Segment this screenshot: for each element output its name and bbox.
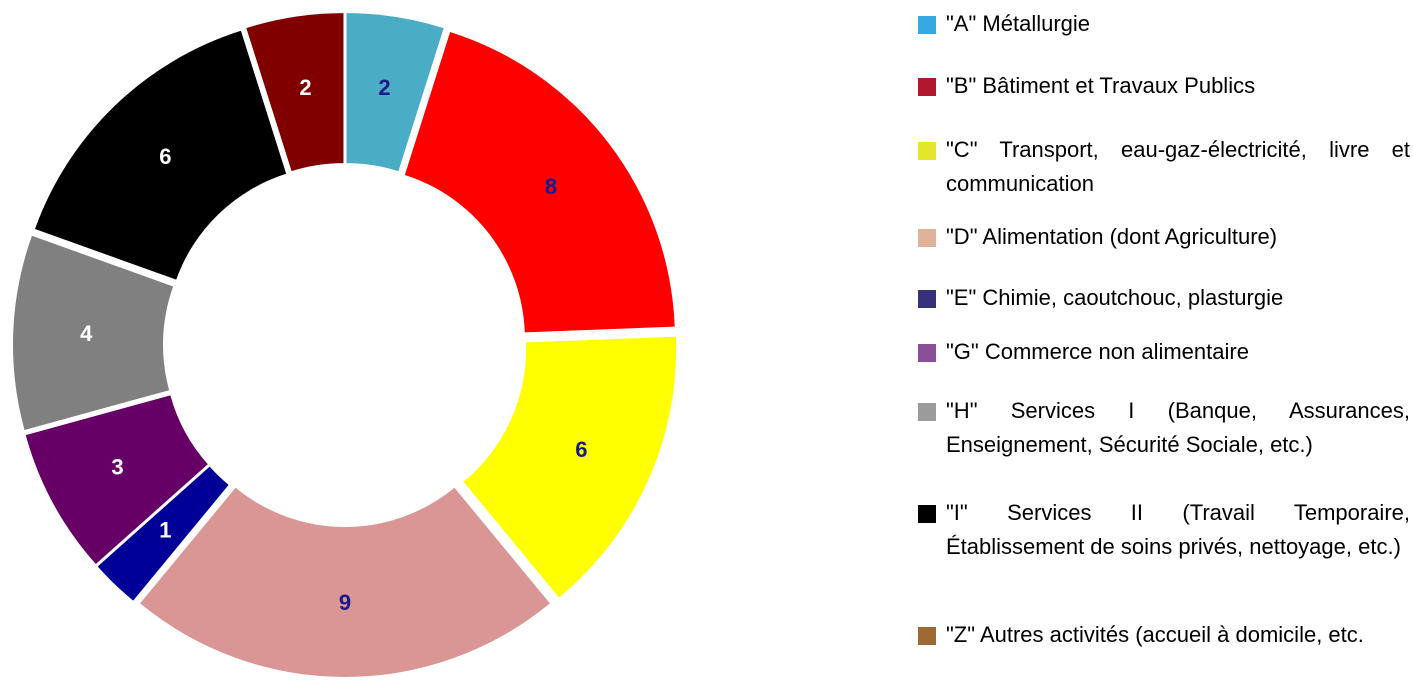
legend-swatch (918, 505, 936, 523)
value-label: 4 (80, 321, 93, 346)
legend-item: "Z" Autres activités (accueil à domicile… (918, 618, 1410, 652)
slice (35, 30, 287, 280)
legend-label: "B" Bâtiment et Travaux Publics (946, 73, 1256, 98)
value-label: 6 (159, 144, 171, 169)
slice (25, 395, 208, 565)
legend-item: "B" Bâtiment et Travaux Publics (918, 69, 1410, 103)
value-label: 6 (575, 437, 587, 462)
legend-swatch (918, 78, 936, 96)
legend-label: "G" Commerce non alimentaire (946, 339, 1249, 364)
value-label: 2 (299, 75, 311, 100)
legend-swatch (918, 290, 936, 308)
legend-item: "E" Chimie, caoutchouc, plasturgie (918, 281, 1410, 315)
legend-item: "D" Alimentation (dont Agriculture) (918, 220, 1410, 254)
slice (13, 235, 174, 430)
value-label: 3 (111, 455, 123, 480)
legend-swatch (918, 16, 936, 34)
slice (463, 336, 677, 598)
slice (404, 31, 675, 333)
legend-swatch (918, 229, 936, 247)
value-label: 1 (159, 517, 171, 542)
chart: 2 8 6 9 1 3 4 6 2 (13, 13, 677, 677)
slice (346, 13, 444, 172)
slice (140, 487, 550, 677)
legend-swatch (918, 403, 936, 421)
legend-item: "A" Métallurgie (918, 7, 1410, 41)
legend-label: "C" Transport, eau-gaz-électricité, livr… (946, 137, 1410, 196)
value-label: 9 (339, 590, 351, 615)
legend-item: "G" Commerce non alimentaire (918, 335, 1410, 369)
legend-label: "I" Services II (Travail Temporaire, Éta… (946, 500, 1410, 559)
slice (97, 466, 229, 601)
legend-item: "I" Services II (Travail Temporaire, Éta… (918, 496, 1410, 564)
slice (246, 13, 344, 172)
legend-swatch (918, 344, 936, 362)
legend-label: "D" Alimentation (dont Agriculture) (946, 224, 1278, 249)
value-label: 2 (378, 75, 390, 100)
legend-swatch (918, 142, 936, 160)
legend-swatch (918, 627, 936, 645)
legend-item: "H" Services I (Banque, Assurances, Ense… (918, 394, 1410, 462)
legend-label: "Z" Autres activités (accueil à domicile… (946, 622, 1364, 647)
legend-label: "E" Chimie, caoutchouc, plasturgie (946, 285, 1284, 310)
value-label: 8 (545, 174, 557, 199)
legend-label: "H" Services I (Banque, Assurances, Ense… (946, 398, 1410, 457)
legend-label: "A" Métallurgie (946, 11, 1091, 36)
legend-item: "C" Transport, eau-gaz-électricité, livr… (918, 133, 1410, 201)
